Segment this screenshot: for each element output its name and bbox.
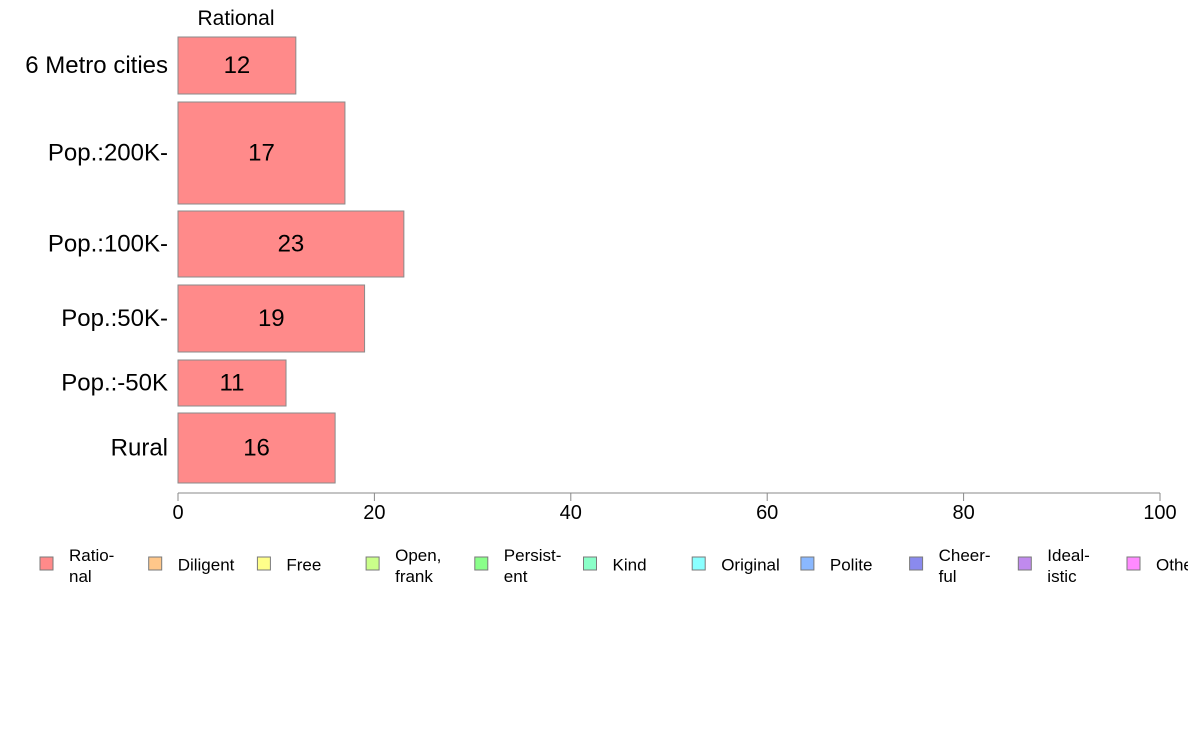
bars-group: 6 Metro cities 12 Pop.:200K- 17 Pop.:100K- 23… <box>25 36 405 484</box>
bar-value-label: 12 <box>224 52 251 79</box>
category-label: Rural <box>111 435 168 462</box>
category-label: Pop.:-50K <box>61 370 168 397</box>
x-axis: 0 20 40 60 80 100 <box>172 492 1177 524</box>
legend-swatch <box>39 556 54 571</box>
x-tick-label: 20 <box>363 502 385 524</box>
legend-swatch <box>909 556 924 571</box>
category-label: 6 Metro cities <box>25 52 168 79</box>
x-tick-label: 100 <box>1143 502 1176 524</box>
legend-label: Open, frank <box>395 546 441 586</box>
x-tick-label: 0 <box>172 502 183 524</box>
x-tick-label: 80 <box>952 502 974 524</box>
category-label: Pop.:100K- <box>48 231 168 258</box>
bar <box>177 359 287 407</box>
bar <box>177 412 336 484</box>
legend-label: Persist-ent <box>504 546 562 586</box>
category-label: Pop.:50K- <box>61 305 168 332</box>
bar-value-label: 11 <box>220 370 245 397</box>
legend-swatch <box>1126 556 1141 571</box>
bar-value-label: 17 <box>248 140 275 167</box>
legend-label: Other <box>1156 556 1188 575</box>
legend-swatch <box>474 556 489 571</box>
legend-swatch <box>583 556 597 571</box>
legend-swatch <box>800 556 815 571</box>
x-tick-label: 40 <box>560 502 582 524</box>
legend-label: Cheer-ful <box>939 546 991 586</box>
bar <box>177 101 346 205</box>
legend-swatch <box>1017 556 1032 571</box>
bar <box>177 36 297 95</box>
legend-label: Ratio-nal <box>69 546 114 586</box>
legend-label: Original <box>721 556 780 575</box>
bar-value-label: 19 <box>258 305 285 332</box>
legend-label: Ideal-istic <box>1047 546 1090 586</box>
x-tick-label: 60 <box>756 502 778 524</box>
bar <box>177 284 366 353</box>
legend-swatch <box>691 556 706 571</box>
legend-swatch <box>256 556 271 571</box>
legend-swatch <box>365 556 380 571</box>
bar <box>177 210 405 278</box>
category-label: Pop.:200K- <box>48 140 168 167</box>
legend-swatch <box>148 556 163 571</box>
legend-label: Diligent <box>178 556 235 575</box>
legend-label: Polite <box>830 556 873 575</box>
series-header-label: Rational <box>197 7 274 30</box>
bar-value-label: 23 <box>278 231 305 258</box>
legend: Ratio-nal Diligent Free Open, frank Persist-e… <box>39 546 1188 586</box>
bar-value-label: 16 <box>243 435 270 462</box>
legend-label: Free <box>286 556 321 575</box>
legend-label: Kind <box>613 556 647 575</box>
